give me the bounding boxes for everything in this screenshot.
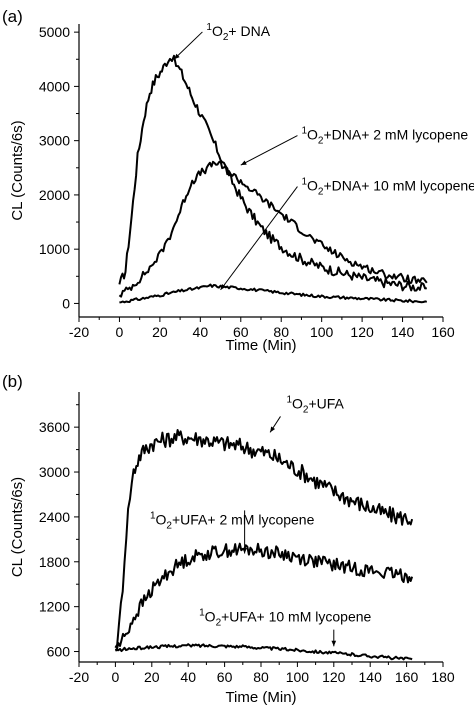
x-tick-label: 100: [310, 324, 334, 340]
annotation-label: 1O2+UFA+ 10 mM lycopene: [199, 608, 371, 629]
panel-b: (b) -20 0 20 40 60 80 100 120 140 160 180 600 1200 180…: [2, 372, 455, 706]
series-line-2: [114, 542, 414, 651]
y-tick-label: 0: [62, 295, 70, 311]
panel-a: (a) -20 0 20 40 60 80 100 120 140 160 0 1000 2000 3000…: [2, 7, 474, 354]
panel-label: (b): [2, 372, 23, 391]
y-tick-label: 3000: [39, 133, 70, 149]
x-tick-label: 140: [391, 324, 415, 340]
x-tick-label: 100: [286, 669, 310, 685]
x-tick-label: 20: [152, 324, 168, 340]
y-tick-label: 1000: [39, 241, 70, 257]
annotation-label: 1O2+DNA+ 2 mM lycopene: [301, 126, 468, 147]
series-line-2: [118, 160, 428, 298]
x-axis-label: Time (Min): [225, 689, 296, 706]
annotation-arrowhead: [270, 426, 276, 433]
x-tick-label: 180: [431, 669, 455, 685]
x-tick-label: 20: [144, 669, 160, 685]
annotation-arrowhead: [242, 548, 247, 554]
series-line-1: [118, 54, 427, 292]
x-tick-label: 0: [116, 324, 124, 340]
x-tick-label: 60: [233, 324, 249, 340]
x-tick-label: 80: [253, 669, 269, 685]
annotation-label: 1O2+ DNA: [206, 22, 270, 43]
x-tick-label: -20: [69, 324, 89, 340]
y-tick-label: 2400: [39, 509, 70, 525]
x-tick-label: 140: [359, 669, 383, 685]
x-tick-label: 120: [350, 324, 374, 340]
annotation-arrow: [173, 31, 203, 60]
x-axis-label: Time (Min): [225, 337, 296, 354]
series-line-3: [119, 283, 428, 304]
x-tick-label: 120: [322, 669, 346, 685]
y-tick-label: 1800: [39, 554, 70, 570]
annotation-arrowhead: [174, 53, 180, 60]
y-tick-label: 600: [47, 644, 71, 660]
y-tick-label: 5000: [39, 24, 70, 40]
annotation-arrowhead: [331, 640, 337, 647]
annotation-label: 1O2+UFA: [286, 394, 344, 415]
x-tick-label: 80: [273, 324, 289, 340]
x-tick-label: 160: [431, 324, 455, 340]
annotation-arrowhead: [220, 284, 226, 290]
y-axis-label: CL (Counts/6s): [9, 477, 26, 577]
annotation-label: 1O2+DNA+ 10 mM lycopene: [301, 177, 474, 198]
series-line-3: [114, 643, 413, 661]
x-tick-label: 60: [217, 669, 233, 685]
y-tick-label: 3600: [39, 419, 70, 435]
x-tick-label: -20: [69, 669, 89, 685]
x-tick-label: 160: [395, 669, 419, 685]
annotation-arrow: [220, 186, 298, 291]
panel-label: (a): [2, 7, 23, 26]
x-tick-label: 40: [180, 669, 196, 685]
y-axis-label: CL (Counts/6s): [9, 120, 26, 220]
y-tick-label: 2000: [39, 187, 70, 203]
x-tick-label: 40: [193, 324, 209, 340]
y-tick-label: 4000: [39, 78, 70, 94]
y-tick-label: 1200: [39, 599, 70, 615]
annotation-arrowhead: [240, 160, 247, 166]
annotation-arrow: [240, 135, 298, 166]
annotation-label: 1O2+UFA+ 2 mM lycopene: [150, 510, 315, 531]
x-tick-label: 0: [112, 669, 120, 685]
series-line-1: [114, 429, 414, 649]
y-tick-label: 3000: [39, 464, 70, 480]
